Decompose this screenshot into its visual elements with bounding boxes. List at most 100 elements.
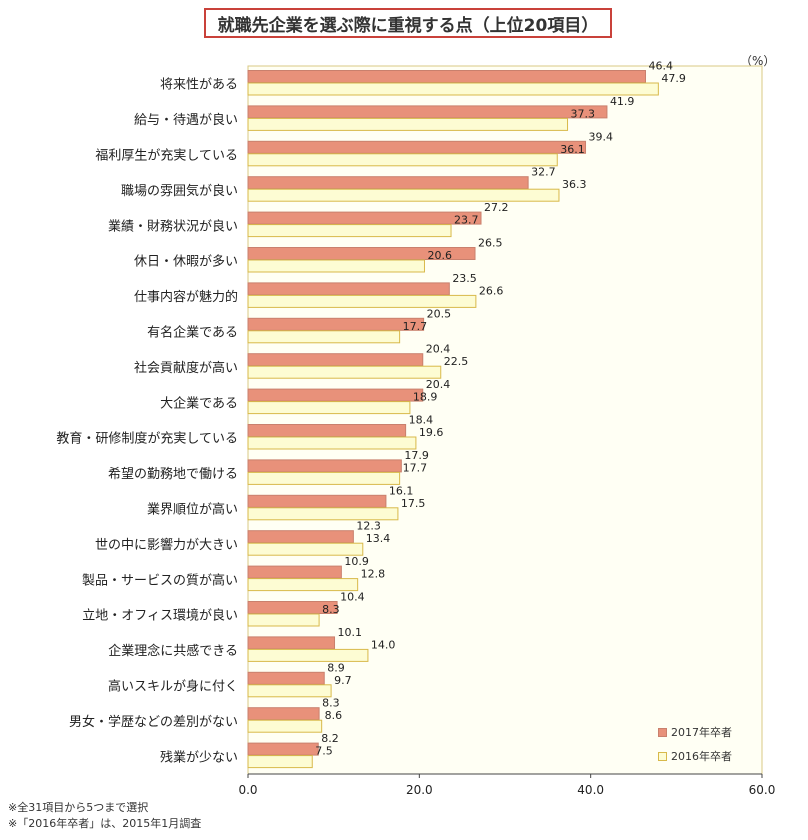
data-label-2016: 12.8 <box>361 568 386 581</box>
legend-label-2017: 2017年卒者 <box>671 726 732 739</box>
legend-item-2016: 2016年卒者 <box>658 744 732 768</box>
legend-swatch-2016 <box>658 751 667 761</box>
bar-2017 <box>247 742 319 756</box>
footnotes: ※全31項目から5つまで選択 ※「2016年卒者」は、2015年1月調査 <box>8 800 201 832</box>
data-label-2016: 17.7 <box>403 461 428 474</box>
data-label-2017: 18.4 <box>409 414 434 427</box>
bar-2016 <box>247 755 313 769</box>
bar-2016 <box>247 259 425 273</box>
bar-2016 <box>247 401 411 415</box>
data-label-2016: 37.3 <box>571 107 596 120</box>
bar-2016 <box>247 613 320 627</box>
bar-2017 <box>247 636 336 650</box>
category-label: 希望の勤務地で働ける <box>108 466 238 482</box>
data-label-2016: 19.6 <box>419 426 444 439</box>
legend-item-2017: 2017年卒者 <box>658 720 732 744</box>
category-label: 将来性がある <box>160 78 238 93</box>
data-label-2017: 12.3 <box>356 520 381 533</box>
data-label-2017: 26.5 <box>478 237 503 250</box>
chart-title: 就職先企業を選ぶ際に重視する点（上位20項目） <box>204 8 612 38</box>
bar-2017 <box>247 494 387 508</box>
bar-2016 <box>247 82 659 96</box>
data-label-2017: 46.4 <box>648 60 673 73</box>
bar-2016 <box>247 294 477 308</box>
bar-2017 <box>247 282 450 296</box>
data-label-2016: 23.7 <box>454 214 479 227</box>
data-label-2016: 26.6 <box>479 284 504 297</box>
legend-swatch-2017 <box>658 727 667 737</box>
category-label: 教育・研修制度が充実している <box>56 431 238 447</box>
data-label-2017: 41.9 <box>610 95 635 108</box>
category-label: 職場の雰囲気が良い <box>121 183 238 199</box>
data-label-2016: 22.5 <box>444 355 469 368</box>
data-label-2017: 20.4 <box>426 378 451 391</box>
x-tick-label: 0.0 <box>238 783 257 797</box>
bar-2017 <box>247 530 354 544</box>
bar-2017 <box>247 459 402 473</box>
bar-2016 <box>247 648 369 662</box>
category-label: 残業が少ない <box>160 749 238 765</box>
data-label-2017: 8.3 <box>322 697 340 710</box>
bar-2016 <box>247 684 332 698</box>
data-label-2016: 18.9 <box>413 391 438 404</box>
bar-2016 <box>247 436 417 450</box>
data-label-2017: 23.5 <box>452 272 477 285</box>
data-label-2016: 17.7 <box>403 320 428 333</box>
bar-2017 <box>247 70 646 83</box>
data-label-2016: 14.0 <box>371 638 396 651</box>
bar-2016 <box>247 578 359 592</box>
data-label-2016: 7.5 <box>315 745 333 758</box>
data-label-2017: 8.2 <box>321 732 339 745</box>
x-tick-label: 40.0 <box>577 783 604 797</box>
data-label-2017: 10.4 <box>340 591 365 604</box>
data-label-2017: 10.9 <box>344 555 369 568</box>
data-label-2017: 20.5 <box>427 307 452 320</box>
bar-2017 <box>247 176 529 190</box>
data-label-2017: 27.2 <box>484 201 509 214</box>
bar-2016 <box>247 507 399 521</box>
data-label-2016: 36.3 <box>562 178 587 191</box>
data-label-2017: 17.9 <box>404 449 429 462</box>
category-label: 大企業である <box>160 395 238 411</box>
x-tick-label: 60.0 <box>749 783 776 797</box>
data-label-2017: 8.9 <box>327 661 345 674</box>
bar-2017 <box>247 140 587 154</box>
data-label-2017: 16.1 <box>389 484 414 497</box>
category-label: 世の中に影響力が大きい <box>95 537 238 553</box>
category-label: 業績・財務状況が良い <box>108 218 238 234</box>
bar-2016 <box>247 188 560 202</box>
bar-2016 <box>247 224 452 238</box>
data-label-2017: 20.4 <box>426 343 451 356</box>
bar-2016 <box>247 542 364 556</box>
category-label: 仕事内容が魅力的 <box>134 289 238 305</box>
category-label: 業界順位が高い <box>147 502 238 518</box>
category-label: 社会貢献度が高い <box>134 360 238 376</box>
bar-2016 <box>247 117 569 131</box>
category-label: 製品・サービスの質が高い <box>82 572 238 588</box>
category-label: 立地・オフィス環境が良い <box>82 608 238 624</box>
footnote-1: ※全31項目から5つまで選択 <box>8 801 149 814</box>
footnote-2: ※「2016年卒者」は、2015年1月調査 <box>8 817 202 830</box>
bar-2017 <box>247 211 482 225</box>
unit-label: （%） <box>740 54 776 68</box>
bar-2017 <box>247 317 425 331</box>
category-label: 福利厚生が充実している <box>95 148 238 164</box>
bar-2017 <box>247 353 424 367</box>
bar-2017 <box>247 707 320 721</box>
category-label: 有名企業である <box>147 325 238 341</box>
data-label-2016: 13.4 <box>366 532 391 545</box>
category-label: 高いスキルが身に付く <box>108 679 238 695</box>
data-label-2016: 36.1 <box>560 143 585 156</box>
legend: 2017年卒者 2016年卒者 <box>658 720 732 768</box>
data-label-2016: 47.9 <box>661 72 686 85</box>
category-label: 男女・学歴などの差別がない <box>69 714 238 730</box>
bar-2017 <box>247 424 407 437</box>
legend-label-2016: 2016年卒者 <box>671 750 732 763</box>
x-tick-label: 20.0 <box>406 783 433 797</box>
bar-2017 <box>247 671 325 685</box>
bar-2017 <box>247 388 424 402</box>
bar-2016 <box>247 471 401 485</box>
data-label-2016: 8.3 <box>322 603 340 616</box>
data-label-2017: 10.1 <box>338 626 363 639</box>
